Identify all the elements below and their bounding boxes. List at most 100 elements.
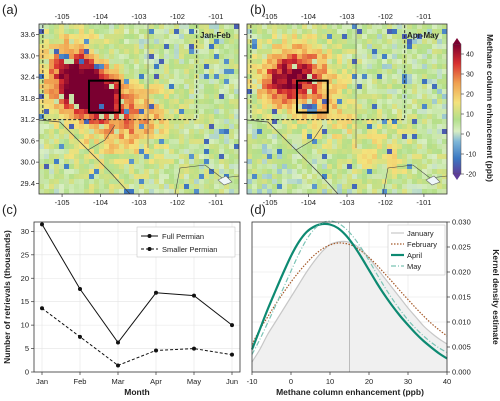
heatmap-cell	[327, 24, 332, 29]
heatmap-cell	[114, 99, 119, 104]
heatmap-cell	[94, 64, 99, 69]
heatmap-cell	[252, 69, 257, 74]
heatmap-cell	[94, 104, 99, 109]
heatmap-cell	[234, 139, 239, 144]
heatmap-cell	[382, 104, 387, 109]
heatmap-cell	[302, 164, 307, 169]
heatmap-cell	[209, 109, 214, 114]
heatmap-cell	[387, 154, 392, 159]
heatmap-cell	[119, 24, 124, 29]
heatmap-cell	[247, 184, 252, 189]
heatmap-cell	[229, 89, 234, 94]
heatmap-cell	[397, 129, 402, 134]
heatmap-cell	[109, 154, 114, 159]
heatmap-cell	[49, 94, 54, 99]
heatmap-cell	[89, 114, 94, 119]
heatmap-cell	[94, 119, 99, 124]
heatmap-cell	[74, 39, 79, 44]
heatmap-cell	[214, 139, 219, 144]
heatmap-cell	[109, 34, 114, 39]
heatmap-cell	[417, 149, 422, 154]
heatmap-cell	[69, 64, 74, 69]
heatmap-cell	[214, 169, 219, 174]
heatmap-cell	[229, 184, 234, 189]
heatmap-cell	[372, 134, 377, 139]
heatmap-cell	[407, 164, 412, 169]
heatmap-cell	[84, 139, 89, 144]
heatmap-cell	[114, 124, 119, 129]
heatmap-cell	[214, 114, 219, 119]
map-a-season-label: Jan-Feb	[200, 31, 231, 40]
heatmap-cell	[292, 189, 297, 194]
heatmap-cell	[387, 164, 392, 169]
heatmap-cell	[184, 59, 189, 64]
heatmap-cell	[407, 89, 412, 94]
heatmap-cell	[184, 64, 189, 69]
x-tick-label: May	[187, 377, 201, 386]
heatmap-cell	[277, 164, 282, 169]
heatmap-cell	[99, 29, 104, 34]
heatmap-cell	[397, 189, 402, 194]
heatmap-cell	[337, 189, 342, 194]
heatmap-cell	[129, 189, 134, 194]
heatmap-cell	[149, 114, 154, 119]
heatmap-cell	[174, 54, 179, 59]
heatmap-cell	[64, 74, 69, 79]
heatmap-cell	[312, 174, 317, 179]
heatmap-cell	[252, 104, 257, 109]
heatmap-cell	[317, 174, 322, 179]
colorbar-top-arrow	[453, 38, 461, 44]
heatmap-cell	[39, 24, 44, 29]
heatmap-cell	[362, 184, 367, 189]
heatmap-cell	[322, 129, 327, 134]
heatmap-cell	[377, 169, 382, 174]
heatmap-cell	[277, 179, 282, 184]
heatmap-cell	[214, 184, 219, 189]
y-tick-label: 0.005	[452, 343, 471, 352]
heatmap-cell	[247, 64, 252, 69]
heatmap-cell	[377, 124, 382, 129]
heatmap-cell	[124, 124, 129, 129]
heatmap-cell	[89, 144, 94, 149]
heatmap-cell	[347, 44, 352, 49]
heatmap-cell	[307, 39, 312, 44]
heatmap-cell	[267, 74, 272, 79]
heatmap-cell	[307, 129, 312, 134]
heatmap-cell	[219, 54, 224, 59]
heatmap-cell	[307, 169, 312, 174]
x-tick-label: -105	[55, 198, 70, 207]
heatmap-cell	[407, 134, 412, 139]
heatmap-cell	[154, 144, 159, 149]
heatmap-cell	[124, 64, 129, 69]
heatmap-cell	[397, 139, 402, 144]
heatmap-cell	[54, 124, 59, 129]
heatmap-cell	[139, 94, 144, 99]
heatmap-cell	[119, 54, 124, 59]
heatmap-cell	[144, 134, 149, 139]
heatmap-cell	[199, 44, 204, 49]
heatmap-cell	[79, 64, 84, 69]
heatmap-cell	[367, 54, 372, 59]
heatmap-cell	[272, 124, 277, 129]
heatmap-cell	[174, 149, 179, 154]
heatmap-cell	[169, 129, 174, 134]
heatmap-cell	[49, 104, 54, 109]
heatmap-cell	[397, 34, 402, 39]
heatmap-cell	[164, 174, 169, 179]
heatmap-cell	[382, 54, 387, 59]
heatmap-cell	[337, 29, 342, 34]
heatmap-cell	[99, 44, 104, 49]
heatmap-cell	[407, 179, 412, 184]
heatmap-cell	[422, 99, 427, 104]
heatmap-cell	[292, 34, 297, 39]
heatmap-cell	[247, 44, 252, 49]
heatmap-cell	[422, 134, 427, 139]
heatmap-cell	[79, 84, 84, 89]
heatmap-cell	[277, 59, 282, 64]
heatmap-cell	[124, 99, 129, 104]
heatmap-cell	[292, 129, 297, 134]
heatmap-cell	[362, 104, 367, 109]
heatmap-cell	[149, 89, 154, 94]
heatmap-cell	[84, 34, 89, 39]
heatmap-cell	[169, 104, 174, 109]
